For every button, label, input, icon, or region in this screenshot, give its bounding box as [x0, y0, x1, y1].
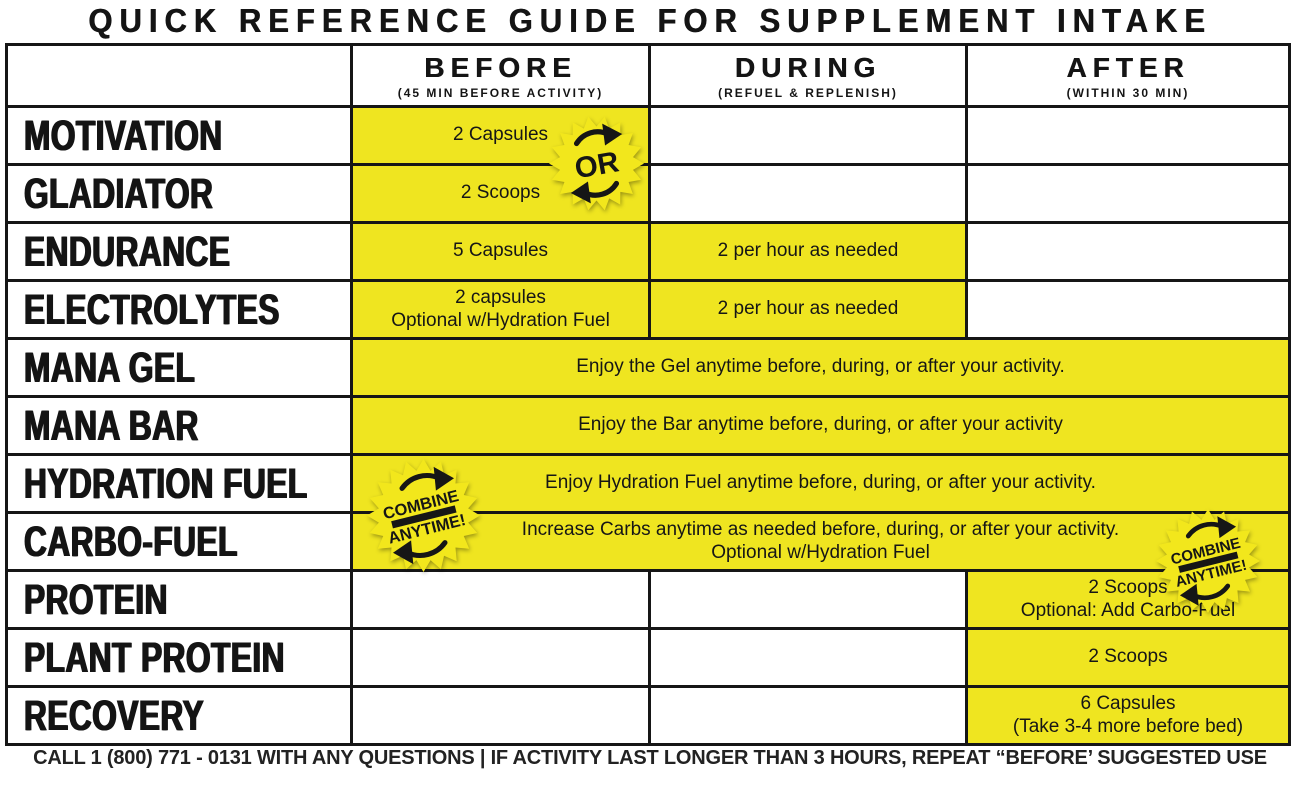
dose-text: 2 Capsules: [452, 124, 549, 146]
row-label-hydration-fuel: HYDRATION FUEL: [8, 456, 350, 511]
empty-cell: [353, 630, 648, 685]
dose-cell-hydration-fuel-anytime: Enjoy Hydration Fuel anytime before, dur…: [353, 456, 1288, 511]
dose-cell-mana-bar-anytime: Enjoy the Bar anytime before, during, or…: [353, 398, 1288, 453]
row-label-text: PROTEIN: [24, 574, 168, 624]
row-label-endurance: ENDURANCE: [8, 224, 350, 279]
column-header-subtitle: (REFUEL & REPLENISH): [718, 85, 898, 100]
dose-cell-electrolytes-during: 2 per hour as needed: [651, 282, 965, 337]
reference-table: BEFORE (45 MIN BEFORE ACTIVITY) DURING (…: [5, 43, 1291, 746]
dose-text: Increase Carbs anytime as needed before,…: [521, 519, 1120, 541]
dose-cell-electrolytes-before: 2 capsules Optional w/Hydration Fuel: [353, 282, 648, 337]
empty-cell: [968, 166, 1288, 221]
footer-note: CALL 1 (800) 771 - 0131 WITH ANY QUESTIO…: [33, 747, 1267, 769]
empty-cell: [651, 108, 965, 163]
dose-text: 2 capsules: [455, 287, 546, 309]
dose-cell-mana-gel-anytime: Enjoy the Gel anytime before, during, or…: [353, 340, 1288, 395]
combine-anytime-badge-right: COMBINE ANYTIME!: [1156, 509, 1260, 613]
or-starburst-badge: OR: [549, 116, 644, 211]
row-label-plant-protein: PLANT PROTEIN: [8, 630, 350, 685]
row-label-text: MANA GEL: [24, 342, 196, 392]
row-label-text: MANA BAR: [24, 400, 199, 450]
dose-note: (Take 3-4 more before bed): [1012, 715, 1244, 737]
row-label-electrolytes: ELECTROLYTES: [8, 282, 350, 337]
row-label-text: ELECTROLYTES: [24, 284, 280, 334]
row-label-text: RECOVERY: [24, 690, 205, 740]
column-header-subtitle: (45 MIN BEFORE ACTIVITY): [397, 85, 604, 100]
row-label-mana-gel: MANA GEL: [8, 340, 350, 395]
dose-text: Enjoy Hydration Fuel anytime before, dur…: [545, 472, 1096, 494]
dose-text: Enjoy the Gel anytime before, during, or…: [576, 356, 1065, 378]
empty-cell: [651, 572, 965, 627]
or-badge-label: OR: [572, 145, 621, 185]
cycle-arrowhead-top: [602, 123, 623, 146]
row-label-text: CARBO-FUEL: [24, 516, 238, 566]
row-label-text: MOTIVATION: [24, 110, 223, 160]
column-header-label: AFTER: [1066, 51, 1190, 83]
column-header-subtitle: (WITHIN 30 MIN): [1066, 85, 1190, 100]
empty-cell: [968, 224, 1288, 279]
cycle-arrowhead-top: [1217, 516, 1237, 539]
row-label-protein: PROTEIN: [8, 572, 350, 627]
column-header-during: DURING (REFUEL & REPLENISH): [651, 46, 965, 105]
row-label-carbo-fuel: CARBO-FUEL: [8, 514, 350, 569]
dose-note: Optional: Add Carbo-Fuel: [1020, 599, 1236, 621]
empty-cell: [968, 108, 1288, 163]
empty-cell: [353, 572, 648, 627]
dose-note: Optional w/Hydration Fuel: [711, 541, 930, 563]
row-label-text: PLANT PROTEIN: [24, 632, 285, 682]
column-header-before: BEFORE (45 MIN BEFORE ACTIVITY): [353, 46, 648, 105]
dose-text: 2 Scoops: [1088, 577, 1168, 599]
cycle-arrowhead-bottom: [392, 540, 414, 565]
empty-cell: [968, 282, 1288, 337]
combine-badge-strip: [391, 505, 457, 529]
dose-cell-plant-protein-after: 2 Scoops: [968, 630, 1288, 685]
cycle-arrowhead-top: [433, 466, 455, 491]
empty-cell: [651, 688, 965, 743]
combine-badge-strip: [1178, 551, 1239, 573]
row-label-text: GLADIATOR: [24, 168, 214, 218]
dose-cell-recovery-after: 6 Capsules (Take 3-4 more before bed): [968, 688, 1288, 743]
row-label-recovery: RECOVERY: [8, 688, 350, 743]
column-header-after: AFTER (WITHIN 30 MIN): [968, 46, 1288, 105]
dose-cell-carbo-fuel-anytime: Increase Carbs anytime as needed before,…: [353, 514, 1288, 569]
page-title: QUICK REFERENCE GUIDE FOR SUPPLEMENT INT…: [88, 2, 1212, 40]
row-label-gladiator: GLADIATOR: [8, 166, 350, 221]
starburst-shape: [549, 116, 644, 211]
cycle-arrowhead-bottom: [1179, 583, 1199, 606]
column-header-label: BEFORE: [424, 51, 577, 83]
dose-text: 2 per hour as needed: [717, 298, 899, 320]
column-header-label: DURING: [734, 51, 882, 83]
row-label-text: HYDRATION FUEL: [24, 458, 308, 508]
empty-cell: [651, 166, 965, 221]
combine-anytime-badge-left: COMBINE ANYTIME!: [367, 459, 480, 572]
dose-text: 2 Scoops: [460, 182, 541, 204]
row-label-motivation: MOTIVATION: [8, 108, 350, 163]
dose-text: 2 per hour as needed: [717, 240, 899, 262]
dose-cell-endurance-during: 2 per hour as needed: [651, 224, 965, 279]
cycle-arrowhead-bottom: [570, 181, 591, 204]
dose-text: 5 Capsules: [452, 240, 549, 262]
dose-text: Enjoy the Bar anytime before, during, or…: [578, 414, 1063, 436]
corner-cell: [8, 46, 350, 105]
empty-cell: [651, 630, 965, 685]
empty-cell: [353, 688, 648, 743]
row-label-text: ENDURANCE: [24, 226, 231, 276]
row-label-mana-bar: MANA BAR: [8, 398, 350, 453]
dose-text: 2 Scoops: [1088, 646, 1168, 668]
dose-text: 6 Capsules: [1080, 693, 1176, 715]
dose-note: Optional w/Hydration Fuel: [391, 309, 610, 331]
dose-cell-endurance-before: 5 Capsules: [353, 224, 648, 279]
